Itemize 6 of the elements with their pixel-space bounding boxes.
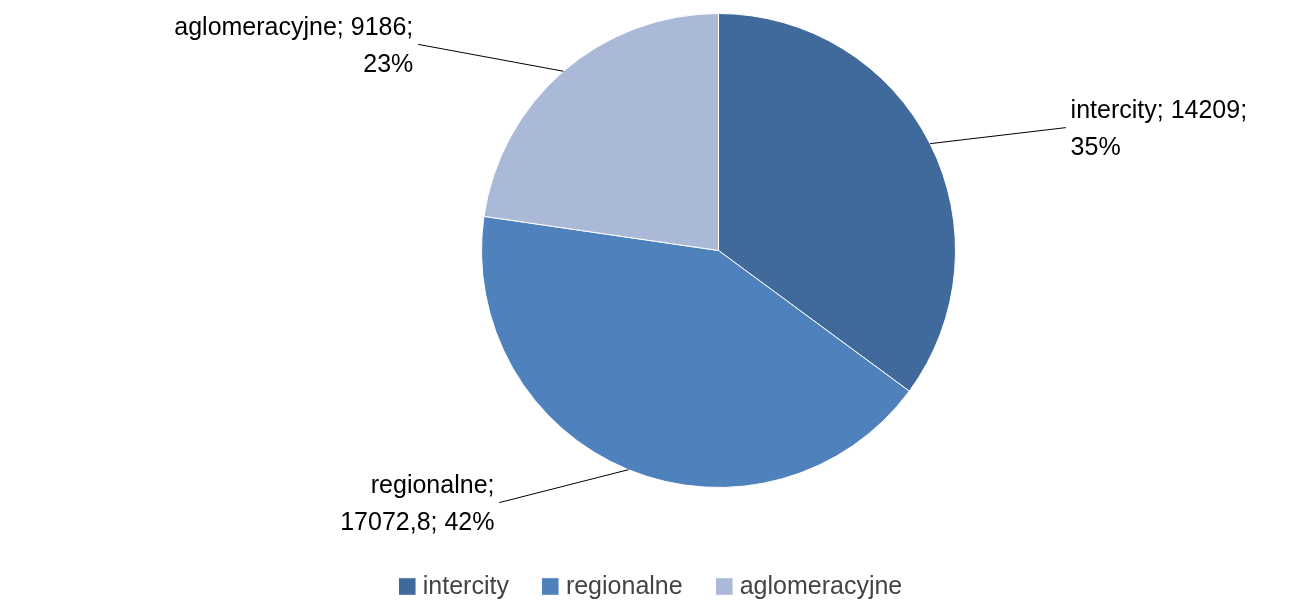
legend-label: intercity bbox=[422, 571, 509, 600]
legend-label: regionalne bbox=[565, 571, 683, 600]
data-label: intercity; 14209; 35% bbox=[1070, 95, 1248, 160]
data-label: aglomeracyjne; 9186; 23% bbox=[174, 12, 414, 77]
legend-label: aglomeracyjne bbox=[739, 571, 903, 600]
data-label: regionalne; 17072,8; 42% bbox=[340, 470, 495, 535]
